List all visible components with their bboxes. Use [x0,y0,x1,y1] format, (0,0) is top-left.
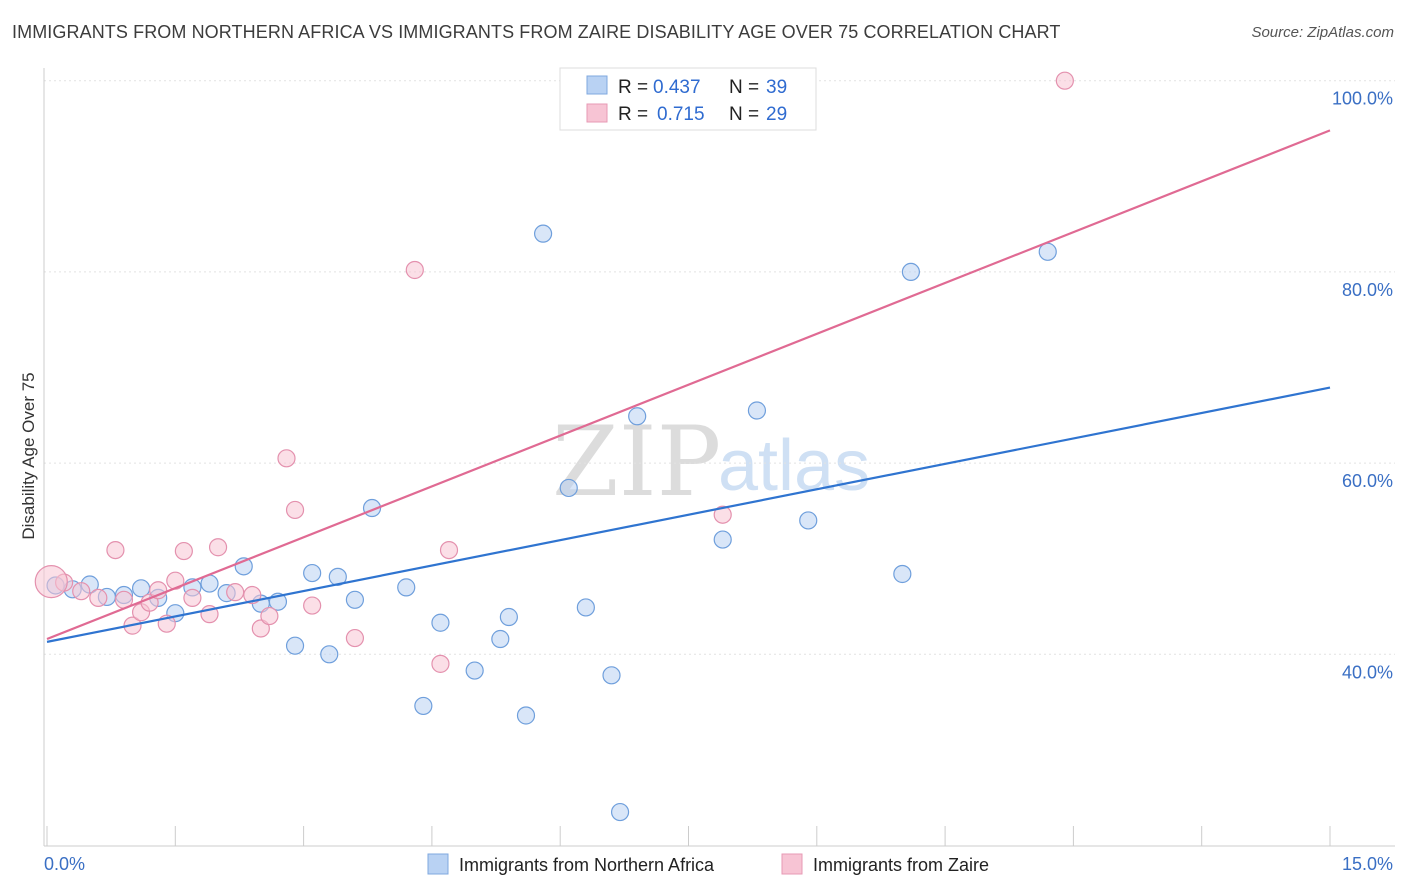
series-legend-label-zaire: Immigrants from Zaire [813,855,989,875]
point-zaire-2 [89,588,108,607]
series-legend-swatch-blue [427,853,449,875]
legend-r-value-blue: 0.437 [653,77,701,98]
point-zaire-18 [260,606,279,626]
point-zaire-24 [431,654,450,673]
point-northern-africa-16 [320,645,339,664]
point-zaire-15 [226,583,245,602]
point-zaire-17 [251,619,270,638]
point-zaire-25 [439,540,459,560]
point-northern-africa-32 [628,407,647,426]
x-axis-ticks [46,826,1331,846]
trend-line-zaire [46,129,1331,641]
point-zaire-22 [345,628,365,648]
point-zaire-14 [208,538,228,557]
point-zaire-12 [183,588,202,607]
watermark-atlas: atlas [718,426,870,506]
point-northern-africa-31 [610,802,630,822]
point-zaire-28 [34,565,68,599]
point-northern-africa-25 [499,607,518,627]
y-tick-label-100: 100.0% [1332,89,1393,109]
point-northern-africa-24 [491,629,510,649]
point-zaire-19 [277,449,296,468]
source-credit: Source: ZipAtlas.com [1251,24,1394,41]
point-northern-africa-36 [893,564,912,584]
point-northern-africa-30 [602,666,621,685]
legend-swatch-blue [586,75,608,95]
legend-n-value-blue: 39 [766,77,787,98]
point-zaire-11 [174,541,193,561]
chart-title: IMMIGRANTS FROM NORTHERN AFRICA VS IMMIG… [12,22,1061,42]
legend-n-value-pink: 29 [766,104,787,125]
legend-r-label-pink: R = [618,104,648,125]
legend-r-value-pink: 0.715 [657,104,705,125]
point-northern-africa-33 [713,530,732,549]
point-northern-africa-14 [285,636,305,655]
series-legend: Immigrants from Northern Africa Immigran… [427,853,989,875]
point-northern-africa-29 [576,598,595,617]
y-tick-label-60: 60.0% [1342,471,1393,491]
point-northern-africa-38 [1038,242,1057,261]
legend-r-label-blue: R = [618,77,648,98]
series-zaire-points [34,71,1074,673]
point-zaire-21 [303,596,322,615]
point-zaire-23 [405,260,424,280]
series-northern-africa-points [46,224,1057,822]
point-zaire-20 [285,500,305,520]
point-zaire-27 [1055,71,1074,90]
point-northern-africa-15 [303,563,322,583]
x-tick-label-min: 0.0% [44,854,85,874]
y-tick-label-80: 80.0% [1342,280,1393,300]
point-northern-africa-28 [559,478,578,498]
point-zaire-3 [106,540,125,560]
point-northern-africa-23 [465,661,484,680]
point-zaire-26 [713,505,732,524]
point-northern-africa-34 [747,401,767,420]
point-northern-africa-17 [328,567,347,586]
point-northern-africa-22 [431,613,450,632]
stats-legend: R = 0.437 N = 39 R = 0.715 N = 29 [559,67,817,131]
point-northern-africa-26 [516,706,536,725]
legend-n-label-pink: N = [729,104,759,125]
x-tick-label-max: 15.0% [1342,854,1393,874]
trend-line-northern-africa [46,386,1331,643]
series-legend-swatch-pink [781,853,803,875]
point-zaire-1 [72,582,91,601]
point-northern-africa-20 [397,578,416,597]
point-northern-africa-21 [414,696,433,716]
legend-n-label-blue: N = [729,77,759,98]
point-northern-africa-27 [533,224,553,243]
point-northern-africa-37 [901,262,920,281]
series-legend-label-northern-africa: Immigrants from Northern Africa [459,855,715,875]
point-zaire-8 [149,581,168,600]
y-axis-label: Disability Age Over 75 [19,372,38,539]
legend-swatch-pink [586,103,608,123]
y-tick-labels: 40.0% 60.0% 80.0% 100.0% [1332,89,1393,683]
point-northern-africa-18 [345,590,365,609]
point-northern-africa-35 [799,511,818,530]
y-tick-label-40: 40.0% [1342,662,1393,682]
